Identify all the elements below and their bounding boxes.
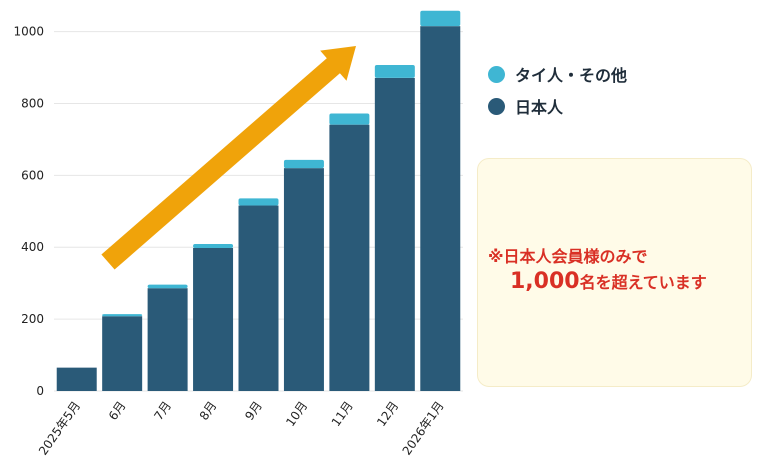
legend-label-japanese: 日本人 [515, 98, 564, 117]
bar-other-2 [147, 284, 188, 289]
bar-japanese-3 [193, 247, 234, 391]
y-tick-label: 1000 [13, 25, 44, 39]
bar-japanese-6 [329, 124, 370, 392]
x-tick-label: 9月 [242, 399, 265, 423]
y-tick-label: 200 [21, 312, 44, 326]
x-tick-label: 8月 [197, 399, 220, 423]
bar-other-3 [193, 243, 234, 248]
bar-other-8 [420, 10, 461, 27]
y-tick-label: 400 [21, 240, 44, 254]
bar-chart: 0 200 400 600 800 1000 2025年5月 6月 7月 8月 9月 10月 11月 1… [13, 10, 463, 458]
bar-other-6 [329, 113, 370, 125]
note-line-2: 1,000名を超えています [510, 269, 707, 294]
trend-arrow [101, 46, 357, 270]
bar-other-5 [283, 159, 324, 169]
x-tick-label: 12月 [374, 399, 401, 429]
note-box: ※日本人会員様のみで 1,000名を超えています [477, 158, 752, 387]
legend-dot-japanese [488, 97, 505, 115]
legend-item-other: タイ人・その他 [488, 58, 627, 90]
bar-japanese-5 [283, 168, 324, 391]
x-tick-label: 2025年5月 [36, 399, 83, 458]
y-tick-label: 600 [21, 168, 44, 182]
bar-japanese-1 [102, 316, 143, 391]
bar-other-7 [374, 64, 415, 78]
x-tick-label: 11月 [329, 399, 356, 429]
x-tick-label: 10月 [283, 399, 310, 429]
y-axis-ticks: 0 200 400 600 800 1000 [13, 25, 44, 398]
legend-item-japanese: 日本人 [488, 90, 627, 122]
x-tick-label: 6月 [106, 399, 129, 423]
bar-other-1 [102, 314, 143, 317]
bar-japanese-0 [56, 367, 97, 391]
bar-japanese-8 [420, 26, 461, 391]
bar-japanese-2 [147, 288, 188, 391]
bar-other-4 [238, 198, 279, 206]
x-tick-label: 7月 [151, 399, 174, 423]
legend-dot-other [488, 65, 505, 83]
note-line-1: ※日本人会員様のみで [488, 247, 648, 266]
bar-japanese-7 [374, 77, 415, 392]
legend: タイ人・その他 日本人 [488, 58, 627, 122]
note-suffix: 名を超えています [579, 273, 707, 292]
bar-japanese-4 [238, 205, 279, 391]
y-tick-label: 0 [36, 384, 44, 398]
x-tick-label: 2026年1月 [400, 399, 447, 458]
legend-label-other: タイ人・その他 [515, 66, 628, 85]
note-count: 1,000 [510, 269, 580, 294]
y-tick-label: 800 [21, 96, 44, 110]
bars [56, 10, 461, 392]
